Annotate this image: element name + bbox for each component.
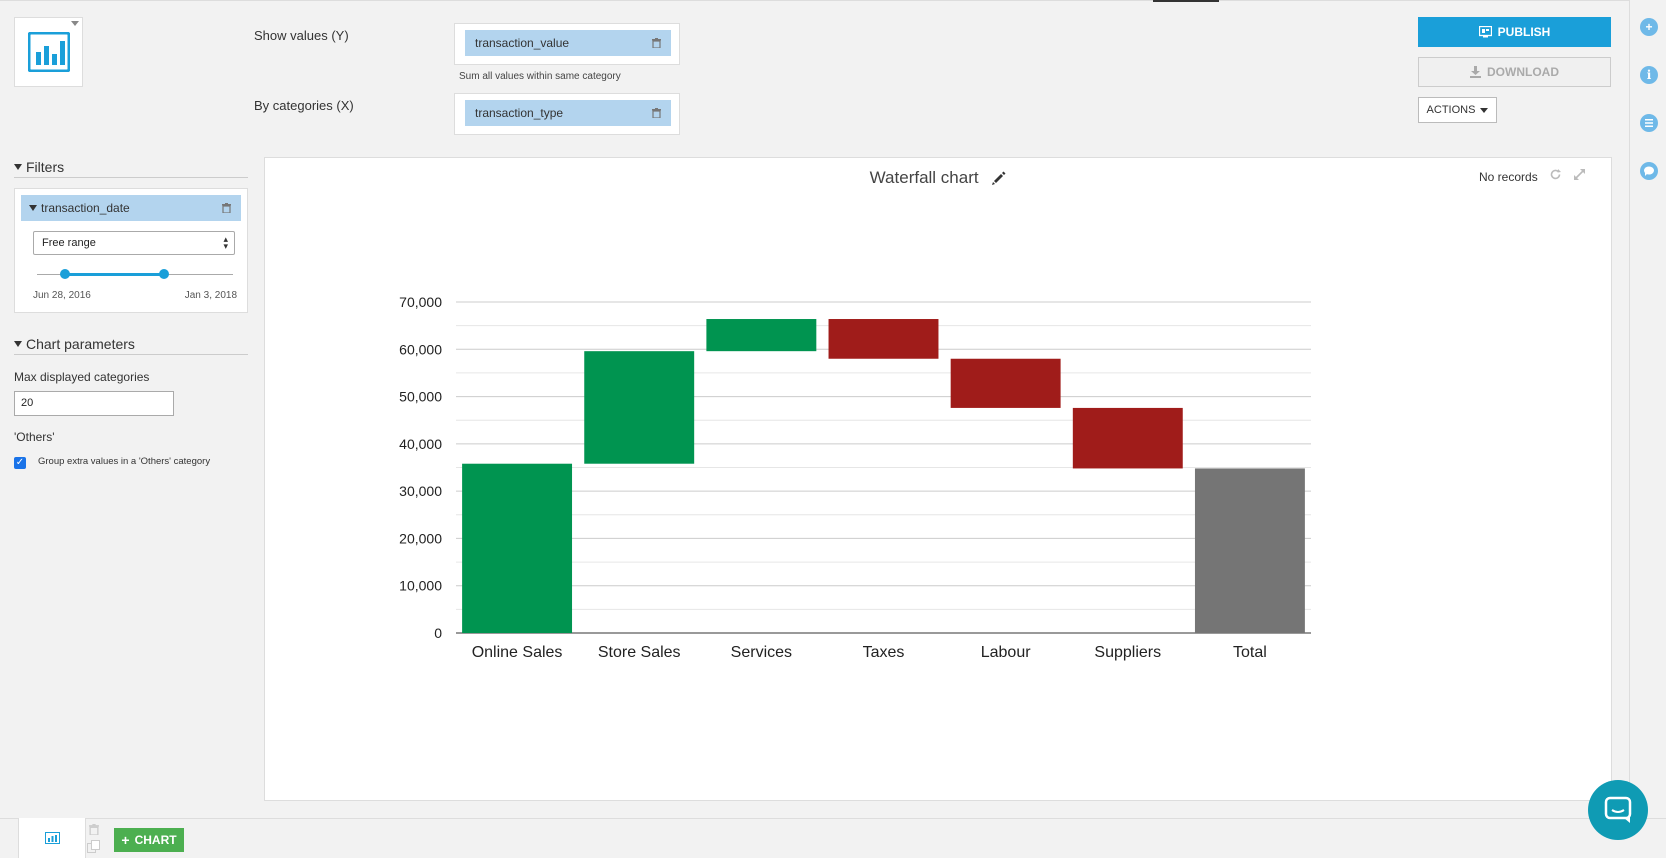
publish-button[interactable]: PUBLISH xyxy=(1418,17,1611,47)
waterfall-bar-online-sales xyxy=(462,463,573,633)
x-field-name: transaction_type xyxy=(475,106,564,120)
list-lines-icon xyxy=(1645,119,1653,127)
by-categories-label: By categories (X) xyxy=(254,98,354,113)
collapse-triangle-icon xyxy=(14,164,22,170)
x-tick-label: Suppliers xyxy=(1094,644,1161,661)
y-field-name: transaction_value xyxy=(475,36,570,50)
chart-title-row: Waterfall chart xyxy=(265,168,1611,188)
range-end-handle[interactable] xyxy=(159,269,169,279)
y-tick-label: 10,000 xyxy=(399,578,442,594)
filters-title: Filters xyxy=(26,159,65,175)
y-tick-label: 0 xyxy=(434,625,442,641)
y-tick-label: 50,000 xyxy=(399,389,442,405)
filter-field-name: transaction_date xyxy=(41,201,130,215)
filter-card: transaction_date Free range ▴ ▾ Jun 28, 2… xyxy=(14,188,248,313)
records-count: No records xyxy=(1479,170,1538,184)
waterfall-bar-store-sales xyxy=(584,351,695,464)
chat-launcher[interactable] xyxy=(1588,780,1648,840)
waterfall-bar-taxes xyxy=(828,319,939,359)
chevron-down-icon xyxy=(71,21,79,26)
list-icon[interactable] xyxy=(1640,114,1658,132)
filter-mode-value: Free range xyxy=(42,237,96,249)
chart-tab[interactable] xyxy=(18,818,100,858)
waterfall-bar-suppliers xyxy=(1072,407,1183,469)
chart-parameters-title: Chart parameters xyxy=(26,336,135,352)
duplicate-icon[interactable] xyxy=(87,840,101,853)
chat-icon xyxy=(1604,796,1632,823)
chart-panel: Waterfall chart No records 0 10,000 20,000… xyxy=(264,157,1612,801)
x-tick-label: Labour xyxy=(981,644,1031,661)
x-tick-label: Total xyxy=(1233,644,1267,661)
y-tick-label: 60,000 xyxy=(399,341,442,357)
download-label: DOWNLOAD xyxy=(1487,65,1559,79)
actions-dropdown[interactable]: ACTIONS xyxy=(1418,97,1497,123)
trash-icon[interactable] xyxy=(652,108,661,118)
waterfall-chart: 0 10,000 20,000 30,000 40,000 50,000 60,000 70,… xyxy=(399,294,1311,661)
max-categories-value: 20 xyxy=(21,397,34,409)
plus-icon: + xyxy=(121,832,130,848)
expand-icon[interactable] xyxy=(1573,168,1586,181)
x-tick-label: Taxes xyxy=(863,644,905,661)
y-tick-label: 20,000 xyxy=(399,530,442,546)
waterfall-bar-labour xyxy=(950,358,1061,408)
bar-chart-icon xyxy=(28,32,70,72)
y-tick-label: 70,000 xyxy=(399,294,442,310)
show-values-label: Show values (Y) xyxy=(254,28,349,43)
publish-icon xyxy=(1478,26,1492,38)
x-tick-label: Services xyxy=(731,644,792,661)
params-divider xyxy=(14,354,248,355)
y-tick-label: 30,000 xyxy=(399,483,442,499)
x-tick-label: Store Sales xyxy=(598,644,681,661)
chart-title[interactable]: Waterfall chart xyxy=(869,168,979,187)
add-chart-label: CHART xyxy=(134,833,177,847)
trash-icon[interactable] xyxy=(652,38,661,48)
x-tick-label: Online Sales xyxy=(472,644,563,661)
range-start-handle[interactable] xyxy=(60,269,70,279)
range-start-date: Jun 28, 2016 xyxy=(33,290,91,301)
info-icon[interactable]: i xyxy=(1640,66,1658,84)
filter-header[interactable]: transaction_date xyxy=(21,195,241,221)
collapse-triangle-icon xyxy=(14,341,22,347)
filters-section-toggle[interactable]: Filters xyxy=(14,159,64,175)
trash-icon[interactable] xyxy=(222,203,231,213)
range-end-date: Jan 3, 2018 xyxy=(184,290,237,301)
bottom-bar xyxy=(0,818,1666,858)
others-label: 'Others' xyxy=(14,430,55,444)
top-tab-indicator xyxy=(1153,0,1219,2)
y-aggregation-hint: Sum all values within same category xyxy=(459,71,621,82)
add-chart-button[interactable]: + CHART xyxy=(114,828,184,852)
date-range-fill xyxy=(65,273,165,276)
caret-down-icon xyxy=(1480,107,1489,113)
filter-mode-select[interactable]: Free range ▴ ▾ xyxy=(33,231,235,255)
collapse-triangle-icon xyxy=(29,205,37,211)
comment-icon[interactable] xyxy=(1640,162,1658,180)
download-icon xyxy=(1470,66,1481,78)
plus-icon[interactable]: + xyxy=(1640,18,1658,36)
x-field-pill[interactable]: transaction_type xyxy=(465,100,671,126)
bar-chart-icon xyxy=(45,832,60,844)
refresh-icon[interactable] xyxy=(1549,168,1562,181)
speech-bubble-icon xyxy=(1644,166,1654,176)
group-others-checkbox[interactable]: ✓ xyxy=(14,457,26,469)
waterfall-bar-services xyxy=(706,319,817,352)
top-border xyxy=(0,0,1630,1)
right-rail-divider xyxy=(1629,0,1630,818)
chart-type-selector[interactable] xyxy=(14,17,83,87)
select-arrows-icon: ▴ ▾ xyxy=(223,234,228,251)
x-dropzone[interactable]: transaction_type xyxy=(454,93,680,135)
publish-label: PUBLISH xyxy=(1497,25,1551,39)
y-tick-label: 40,000 xyxy=(399,436,442,452)
trash-icon[interactable] xyxy=(89,824,99,835)
y-dropzone[interactable]: transaction_value xyxy=(454,23,680,65)
filters-divider xyxy=(14,177,248,178)
y-field-pill[interactable]: transaction_value xyxy=(465,30,671,56)
actions-label: ACTIONS xyxy=(1426,104,1476,116)
pencil-icon[interactable] xyxy=(991,171,1006,186)
max-categories-label: Max displayed categories xyxy=(14,370,150,384)
group-others-label: Group extra values in a 'Others' categor… xyxy=(38,456,211,467)
waterfall-bar-total xyxy=(1194,468,1305,633)
max-categories-input[interactable]: 20 xyxy=(14,391,174,416)
chart-parameters-toggle[interactable]: Chart parameters xyxy=(14,336,135,352)
download-button[interactable]: DOWNLOAD xyxy=(1418,57,1611,87)
